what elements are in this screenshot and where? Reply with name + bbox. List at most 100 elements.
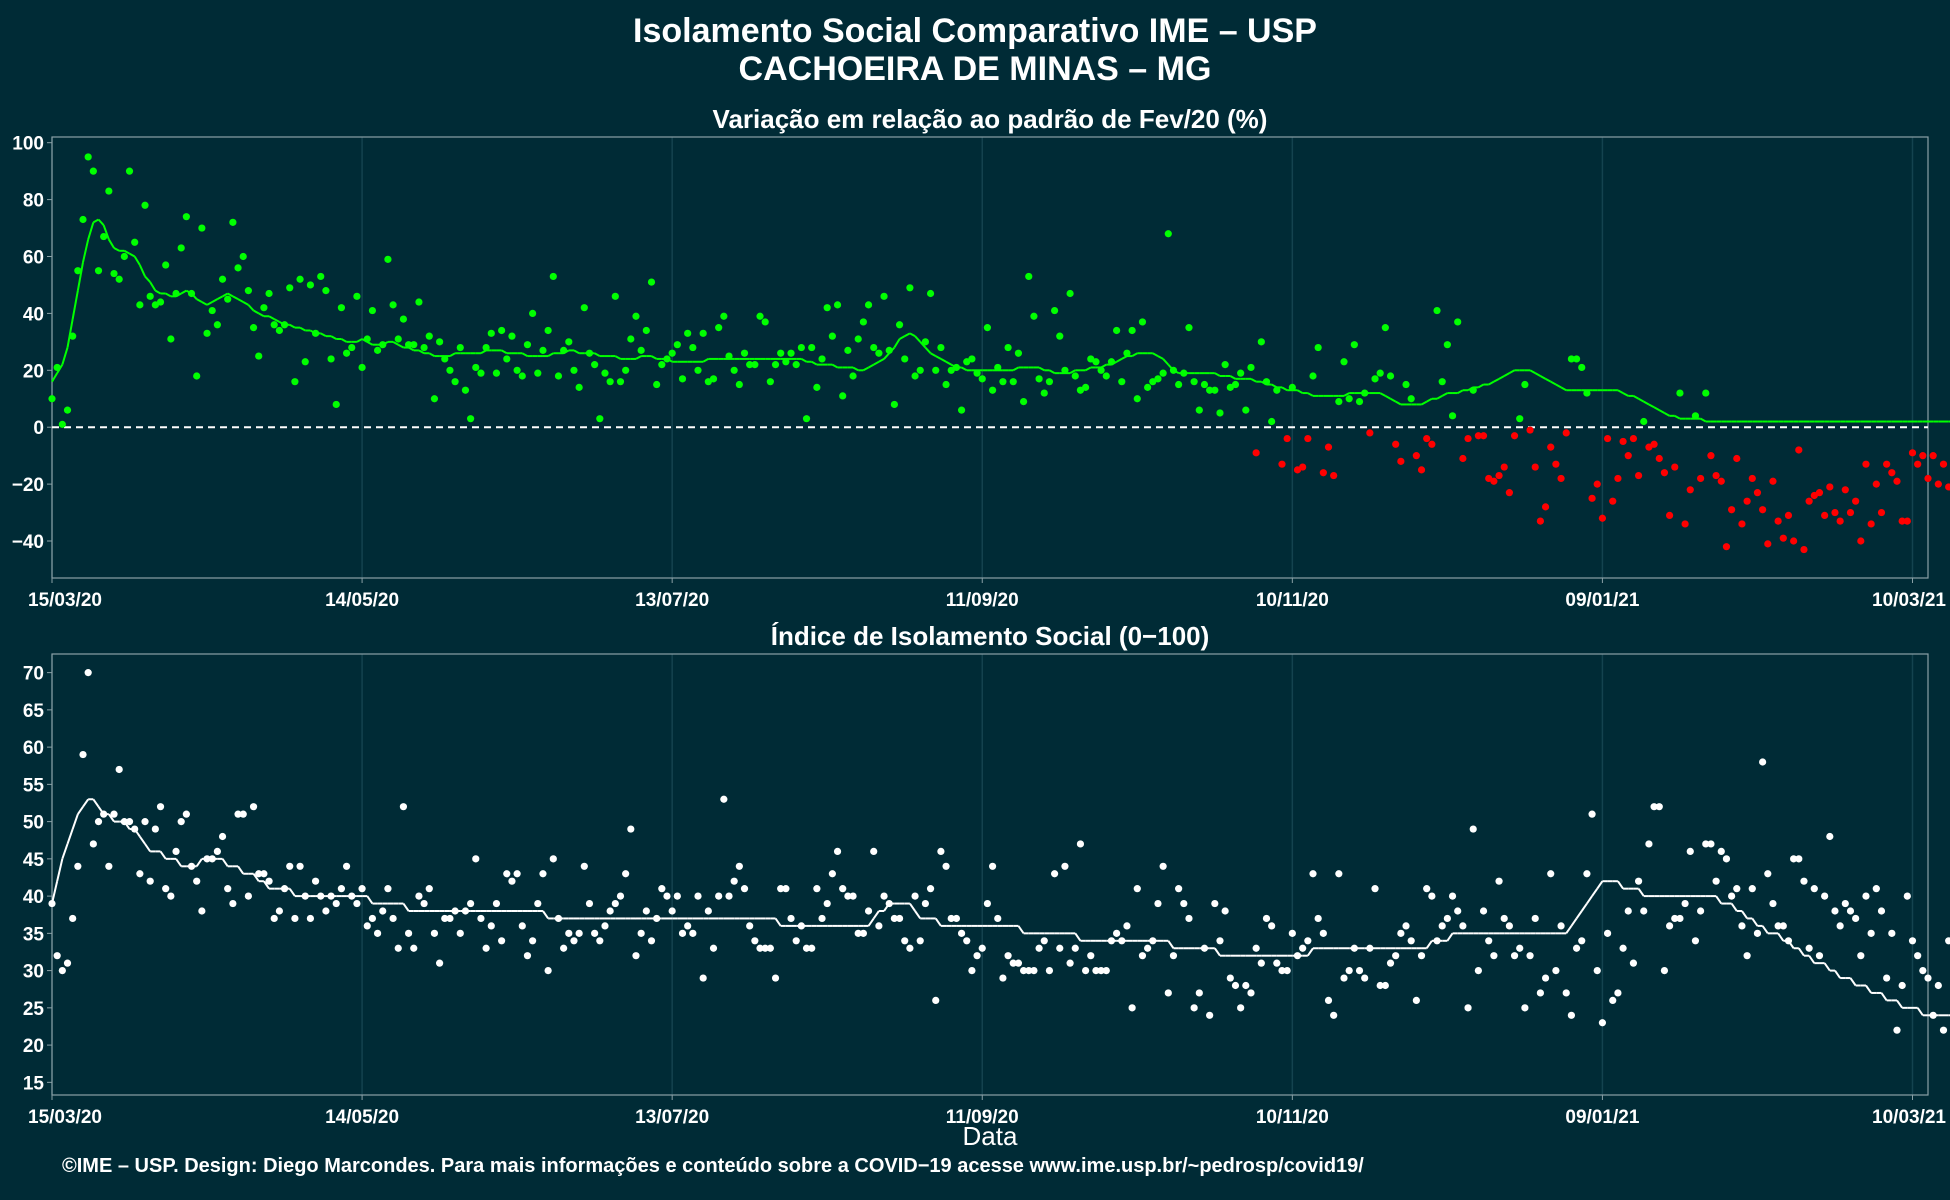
- data-point: [1877, 907, 1886, 915]
- data-point: [1924, 474, 1932, 483]
- data-point: [1340, 974, 1348, 982]
- data-point: [1335, 398, 1343, 406]
- data-point: [1805, 497, 1813, 505]
- mean-line-segment: [1534, 372, 1541, 377]
- data-point: [58, 420, 66, 428]
- data-point: [1831, 508, 1839, 517]
- data-point: [1273, 959, 1281, 967]
- data-point: [606, 378, 614, 386]
- data-point: [306, 281, 315, 289]
- data-point: [1521, 1004, 1529, 1012]
- data-point: [777, 349, 785, 357]
- data-point: [751, 937, 759, 945]
- x-tick-label: 11/09/20: [946, 1107, 1019, 1128]
- data-point: [172, 289, 180, 298]
- data-point: [1598, 514, 1607, 522]
- data-point: [746, 922, 754, 930]
- data-point: [74, 267, 82, 275]
- data-point: [1790, 537, 1798, 545]
- y-tick-label: 50: [23, 813, 44, 834]
- mean-line-segment: [1038, 366, 1045, 372]
- data-point: [255, 870, 263, 878]
- data-point: [177, 818, 185, 826]
- data-point: [653, 914, 661, 923]
- data-point: [1314, 914, 1322, 923]
- data-point: [110, 810, 118, 818]
- mean-line-segment: [904, 332, 911, 338]
- data-point: [957, 406, 966, 414]
- data-point: [1206, 1011, 1214, 1019]
- data-point: [653, 380, 661, 389]
- mean-line-segment: [1425, 940, 1433, 949]
- data-point: [1335, 870, 1343, 878]
- data-point: [1872, 480, 1880, 488]
- data-point: [1728, 892, 1736, 900]
- mean-line-segment: [1637, 888, 1645, 897]
- data-point: [187, 862, 196, 870]
- data-point: [1159, 369, 1167, 377]
- data-point: [177, 244, 185, 252]
- mean-line-segment: [1575, 910, 1583, 920]
- data-point: [1123, 349, 1131, 357]
- data-point: [492, 369, 501, 377]
- data-point: [311, 877, 320, 885]
- mean-line-segment: [914, 910, 922, 920]
- mean-line-segment: [227, 292, 234, 298]
- data-point: [1867, 520, 1875, 528]
- mean-line-segment: [1152, 352, 1159, 357]
- mean-line-segment: [852, 366, 859, 372]
- data-point: [699, 974, 707, 982]
- data-point: [1945, 483, 1950, 491]
- data-point: [1862, 460, 1870, 468]
- data-point: [234, 810, 242, 818]
- data-point: [1671, 463, 1679, 471]
- mean-line-segment: [1426, 397, 1433, 403]
- data-point: [1097, 966, 1105, 975]
- mean-line-segment: [1638, 397, 1645, 403]
- data-point: [885, 899, 893, 908]
- data-point: [1397, 457, 1405, 465]
- mean-line-segment: [129, 252, 136, 258]
- mean-line-segment: [1570, 917, 1578, 927]
- data-point: [1722, 855, 1731, 863]
- data-point: [663, 355, 671, 363]
- mean-line-segment: [1777, 932, 1785, 942]
- data-point: [1603, 434, 1612, 443]
- data-point: [988, 862, 997, 870]
- data-point: [1381, 324, 1389, 332]
- data-point: [1903, 892, 1911, 900]
- data-point: [224, 885, 232, 893]
- data-point: [213, 847, 221, 856]
- data-point: [1092, 966, 1100, 975]
- data-point: [673, 892, 681, 900]
- data-point: [100, 232, 108, 241]
- data-point: [1056, 332, 1064, 340]
- data-point: [849, 372, 857, 380]
- mean-line-segment: [1069, 369, 1076, 375]
- data-point: [1438, 378, 1446, 386]
- mean-line-segment: [1586, 895, 1593, 905]
- data-point: [1412, 452, 1420, 460]
- data-point: [1903, 517, 1911, 525]
- data-point: [952, 914, 961, 923]
- data-point: [477, 914, 485, 923]
- data-point: [1583, 389, 1591, 397]
- data-point: [627, 335, 635, 343]
- data-point: [658, 361, 666, 369]
- data-point: [84, 669, 92, 677]
- data-point: [782, 358, 790, 366]
- mean-line-segment: [253, 309, 260, 315]
- data-point: [1118, 937, 1126, 945]
- data-point: [1448, 412, 1457, 420]
- mean-line-segment: [1529, 369, 1536, 375]
- data-point: [813, 885, 821, 893]
- data-point: [1216, 937, 1224, 945]
- data-point: [1164, 230, 1172, 238]
- data-point: [508, 877, 516, 885]
- mean-line-segment: [56, 858, 64, 882]
- data-point: [1061, 366, 1069, 374]
- mean-line-segment: [289, 323, 296, 329]
- data-point: [787, 914, 795, 923]
- data-point: [549, 272, 557, 281]
- data-point: [410, 944, 418, 952]
